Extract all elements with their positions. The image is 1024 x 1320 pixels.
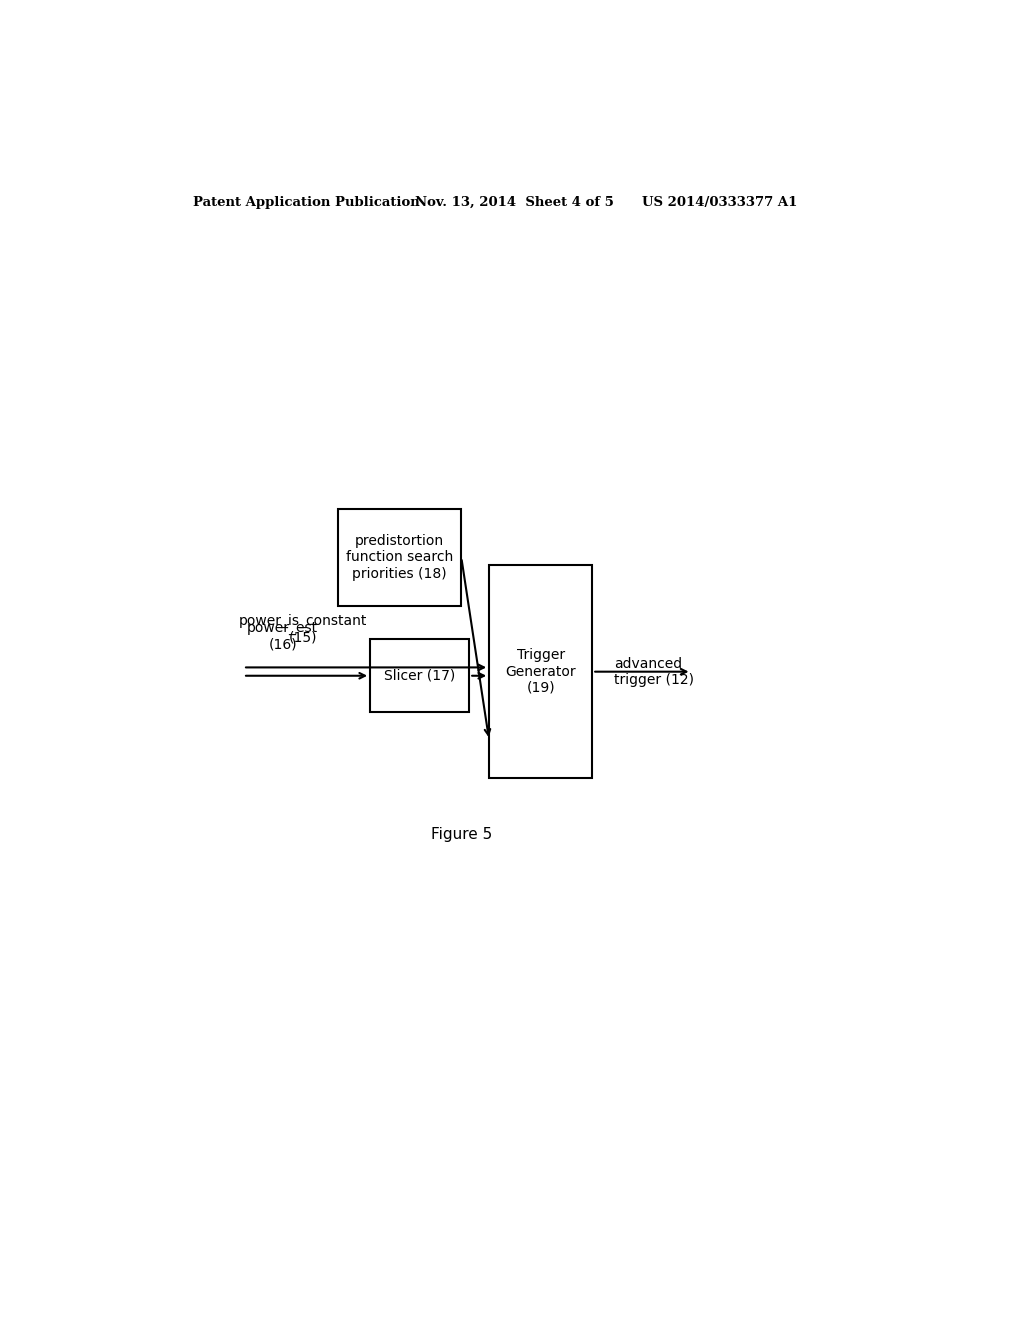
Text: Patent Application Publication: Patent Application Publication — [194, 195, 420, 209]
Text: advanced
trigger (12): advanced trigger (12) — [613, 656, 693, 686]
Text: power_est
(16): power_est (16) — [247, 622, 318, 651]
Text: predistortion
function search
priorities (18): predistortion function search priorities… — [346, 535, 454, 581]
Text: Figure 5: Figure 5 — [431, 826, 492, 842]
Text: Nov. 13, 2014  Sheet 4 of 5: Nov. 13, 2014 Sheet 4 of 5 — [416, 195, 614, 209]
Bar — [489, 565, 592, 779]
Bar — [338, 510, 462, 606]
Text: Slicer (17): Slicer (17) — [384, 669, 456, 682]
Text: US 2014/0333377 A1: US 2014/0333377 A1 — [642, 195, 798, 209]
Bar — [370, 639, 469, 713]
Text: power_is_constant
(15): power_is_constant (15) — [239, 614, 367, 644]
Text: Trigger
Generator
(19): Trigger Generator (19) — [506, 648, 575, 694]
